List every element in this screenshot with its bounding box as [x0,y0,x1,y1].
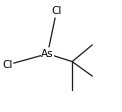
Text: As: As [41,49,54,59]
Text: Cl: Cl [51,6,62,16]
Text: Cl: Cl [2,60,12,70]
